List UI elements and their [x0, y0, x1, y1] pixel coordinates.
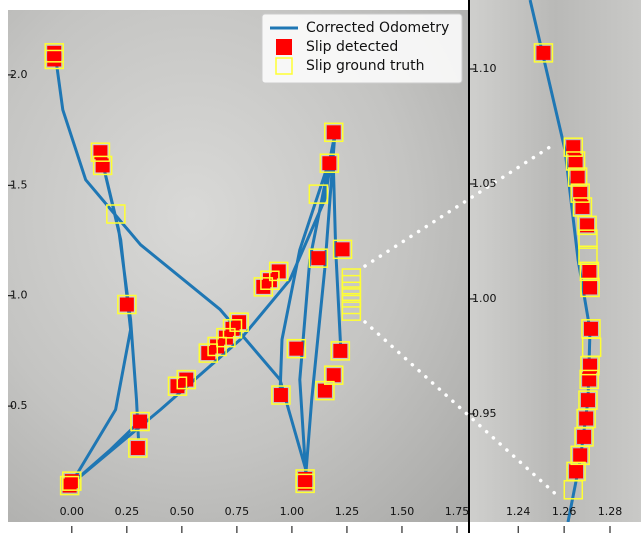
slip-detected	[133, 415, 147, 429]
slip-detected	[569, 464, 583, 478]
y-tick-label: 1.5	[10, 178, 28, 191]
slip-ground-truth	[342, 289, 360, 307]
slip-ground-truth	[583, 338, 601, 356]
legend-label: Slip detected	[306, 39, 398, 55]
slip-detected	[333, 344, 347, 358]
slip-detected	[47, 52, 61, 66]
slip-detected	[582, 264, 596, 278]
x-tick-label: 1.25	[335, 505, 360, 518]
slip-detected	[289, 342, 303, 356]
x-tick-label: 1.75	[445, 505, 470, 518]
x-tick-label: 1.50	[390, 505, 415, 518]
plot-area	[530, 0, 601, 522]
slip-ground-truth	[579, 230, 597, 248]
slip-detected	[131, 441, 145, 455]
y-tick-label: 1.10	[472, 62, 497, 75]
slip-detected	[581, 393, 595, 407]
slip-detected	[274, 388, 288, 402]
odometry-line	[56, 60, 341, 485]
slip-detected	[327, 368, 341, 382]
y-tick-label: 1.0	[10, 289, 28, 302]
plot-area	[45, 44, 360, 495]
legend-label: Corrected Odometry	[306, 20, 449, 36]
y-tick-label: 1.05	[472, 177, 497, 190]
x-tick-label: 1.24	[506, 505, 531, 518]
slip-detected	[311, 251, 325, 265]
slip-ground-truth	[579, 246, 597, 264]
slip-detected	[577, 430, 591, 444]
slip-detected	[584, 322, 598, 336]
zoom-connectors	[365, 145, 560, 498]
slip-detected	[322, 156, 336, 170]
legend-swatch	[276, 39, 292, 55]
y-tick-label: 0.5	[10, 399, 28, 412]
slip-detected	[579, 412, 593, 426]
figure: 0.00 0.25 0.50 0.75 1.00 1.25 1.50 1.75 0.5 1.0 1.…	[0, 0, 641, 533]
x-tick-label: 0.00	[60, 505, 85, 518]
x-tick-label: 1.26	[552, 505, 577, 518]
slip-ground-truth	[342, 282, 360, 300]
chart: 0.00 0.25 0.50 0.75 1.00 1.25 1.50 1.75 0.5 1.0 1.…	[0, 0, 641, 533]
x-tick-label: 1.28	[598, 505, 623, 518]
y-tick-label: 1.00	[472, 292, 497, 305]
slip-detected	[327, 125, 341, 139]
slip-ground-truth	[342, 269, 360, 287]
x-tick-label: 1.00	[280, 505, 305, 518]
slip-detected	[571, 170, 585, 184]
x-tick-label: 0.25	[115, 505, 140, 518]
slip-detected	[318, 384, 332, 398]
x-tick-label: 0.75	[225, 505, 250, 518]
x-tick-label: 0.50	[170, 505, 195, 518]
slip-ground-truth	[342, 276, 360, 294]
y-tick-label: 0.95	[472, 407, 497, 420]
slip-detected	[573, 448, 587, 462]
legend-label: Slip ground truth	[306, 58, 424, 74]
slip-ground-truth	[342, 302, 360, 320]
slip-ground-truth	[342, 296, 360, 314]
slip-detected	[336, 242, 350, 256]
slip-detected	[536, 46, 550, 60]
slip-detected	[583, 280, 597, 294]
y-tick-label: 2.0	[10, 68, 28, 81]
slip-detected	[120, 298, 134, 312]
slip-detected	[232, 315, 246, 329]
